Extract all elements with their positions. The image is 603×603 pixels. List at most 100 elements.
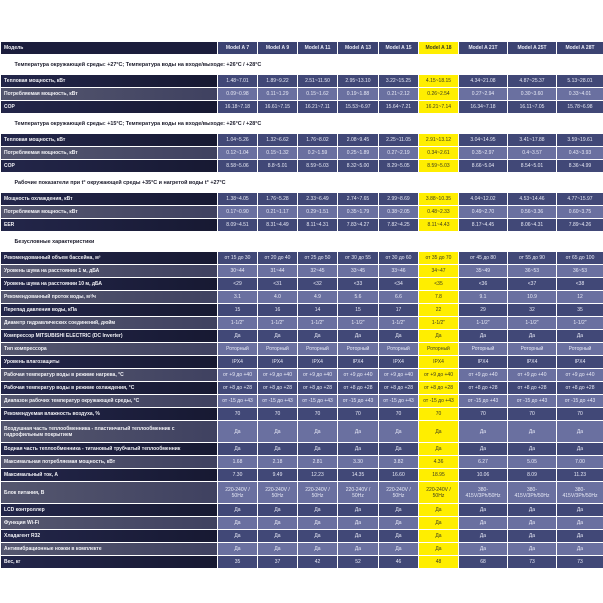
table-row: Уровень влагозащиты IPX4 IPX4 IPX4 IPX4 IPX4 I… xyxy=(0,355,603,369)
row-label: Рабочая температур воды в режиме охлажде… xyxy=(0,381,218,395)
table-cell: 15.64~7.21 xyxy=(378,100,419,114)
row-label: Потребляемая мощность, кВт xyxy=(0,87,218,101)
table-cell: 35 xyxy=(556,303,603,317)
table-cell: 4.87~25.37 xyxy=(507,74,557,88)
row-label: Перепад давления воды, кПа xyxy=(0,303,218,317)
table-cell: 8.8~5.01 xyxy=(257,159,298,173)
table-cell: 32~45 xyxy=(297,264,338,278)
table-cell: 8.11~4.43 xyxy=(418,218,459,232)
table-cell: 8.29~5.05 xyxy=(378,159,419,173)
table-cell: 0.15~1.32 xyxy=(257,146,298,160)
table-cell: Да xyxy=(507,529,557,543)
table-cell: Да xyxy=(556,442,603,456)
section-title: Температура окружающей среды: +27°C; Тем… xyxy=(0,54,603,75)
table-cell: Да xyxy=(418,516,459,530)
table-cell: 5.13~28.01 xyxy=(556,74,603,88)
table-cell: 0.35~1.79 xyxy=(337,205,379,219)
table-cell: 2.99~8.69 xyxy=(378,192,419,206)
table-cell: Да xyxy=(458,420,508,443)
table-cell: Да xyxy=(217,442,258,456)
table-cell: 0.11~1.29 xyxy=(257,87,298,101)
table-cell: 8.31~4.49 xyxy=(257,218,298,232)
model-header: Model A 11 xyxy=(297,41,338,55)
table-cell: 2.51~11.50 xyxy=(297,74,338,88)
table-cell: Да xyxy=(257,420,298,443)
table-cell: 36~53 xyxy=(556,264,603,278)
table-cell: 0.49~2.70 xyxy=(458,205,508,219)
table-cell: 42 xyxy=(297,555,338,569)
table-cell: IPX4 xyxy=(507,355,557,369)
table-cell: от 35 до 70 xyxy=(418,251,459,265)
table-row: Тепловая мощность, кВт 1.48~7.01 1.89~9.22… xyxy=(0,74,603,88)
table-cell: от +9 до +40 xyxy=(337,368,379,382)
table-row: Тепловая мощность, кВт 1.04~5.26 1.32~6.62… xyxy=(0,133,603,147)
table-cell: IPX4 xyxy=(337,355,379,369)
table-cell: 2.91~13.12 xyxy=(418,133,459,147)
table-cell: 220-240V / 50Hz xyxy=(378,481,419,504)
table-cell: 16.34~7.18 xyxy=(458,100,508,114)
table-cell: 3.88~10.35 xyxy=(418,192,459,206)
table-cell: Роторный xyxy=(217,342,258,356)
table-cell: 1-1/2" xyxy=(507,316,557,330)
table-cell: от -15 до +43 xyxy=(297,394,338,408)
table-cell: Да xyxy=(507,516,557,530)
table-cell: от +8 до +28 xyxy=(297,381,338,395)
section-title: Рабочие показатели при t° окружающей сре… xyxy=(0,172,603,193)
table-cell: 70 xyxy=(297,407,338,421)
table-cell: 16.11~7.05 xyxy=(507,100,557,114)
row-label: Воздушная часть теплообменника - пластин… xyxy=(0,420,218,443)
section-title-row: Рабочие показатели при t° окружающей сре… xyxy=(0,172,603,193)
table-cell: Да xyxy=(257,542,298,556)
section-title: Безусловные характеристики xyxy=(0,231,603,252)
table-cell: от +9 до +40 xyxy=(257,368,298,382)
table-cell: 46 xyxy=(378,555,419,569)
model-header: Model A 21T xyxy=(458,41,508,55)
table-row: Функция Wi-Fi Да Да Да Да Да Да Да Да Да xyxy=(0,516,603,530)
model-header: Model A 9 xyxy=(257,41,298,55)
table-cell: 7.83~4.27 xyxy=(337,218,379,232)
table-cell: Да xyxy=(418,329,459,343)
table-cell: 0.26~2.54 xyxy=(418,87,459,101)
table-cell: 34~47 xyxy=(418,264,459,278)
table-cell: Роторный xyxy=(378,342,419,356)
table-cell: от -15 до +43 xyxy=(217,394,258,408)
table-cell: IPX4 xyxy=(418,355,459,369)
table-cell: 32 xyxy=(507,303,557,317)
row-label: COP xyxy=(0,100,218,114)
table-cell: 220-240V / 50Hz xyxy=(217,481,258,504)
table-cell: Да xyxy=(458,516,508,530)
table-cell: от -15 до +43 xyxy=(257,394,298,408)
table-cell: 1-1/2" xyxy=(337,316,379,330)
table-cell: 0.48~2.33 xyxy=(418,205,459,219)
row-label: Водная часть теплообменника - титановый … xyxy=(0,442,218,456)
table-cell: от 65 до 100 xyxy=(556,251,603,265)
table-cell: IPX4 xyxy=(217,355,258,369)
table-cell: IPX4 xyxy=(556,355,603,369)
table-cell: 2.33~6.49 xyxy=(297,192,338,206)
row-label: Рабочая температур воды в режиме нагрева… xyxy=(0,368,218,382)
table-cell: 0.21~2.12 xyxy=(378,87,419,101)
table-row: Потребляемая мощность, кВт 0.09~0.98 0.11~… xyxy=(0,87,603,101)
table-cell: <31 xyxy=(257,277,298,291)
table-cell: 16.21~7.11 xyxy=(297,100,338,114)
table-row: Потребляемая мощность, кВт 0.12~1.04 0.15~… xyxy=(0,146,603,160)
row-label: EER xyxy=(0,218,218,232)
table-row: Блок питания, В 220-240V / 50Hz 220-240V /… xyxy=(0,481,603,504)
table-cell: 15 xyxy=(217,303,258,317)
table-cell: Роторный xyxy=(556,342,603,356)
table-cell: 73 xyxy=(507,555,557,569)
table-cell: 8.11~4.31 xyxy=(297,218,338,232)
table-cell: <33 xyxy=(337,277,379,291)
row-label: Тип компрессора xyxy=(0,342,218,356)
table-cell: от +8 до +28 xyxy=(378,381,419,395)
table-cell: 3.1 xyxy=(217,290,258,304)
table-cell: Да xyxy=(257,329,298,343)
model-header: Model A 15 xyxy=(378,41,419,55)
table-cell: от 25 до 50 xyxy=(297,251,338,265)
row-label: Рекомендованный проток воды, м³/ч xyxy=(0,290,218,304)
table-cell: 4.36 xyxy=(418,455,459,469)
table-cell: 3.41~17.88 xyxy=(507,133,557,147)
table-cell: 220-240V / 50Hz xyxy=(297,481,338,504)
row-label: Потребляемая мощность, кВт xyxy=(0,146,218,160)
table-cell: 4.15~18.15 xyxy=(418,74,459,88)
